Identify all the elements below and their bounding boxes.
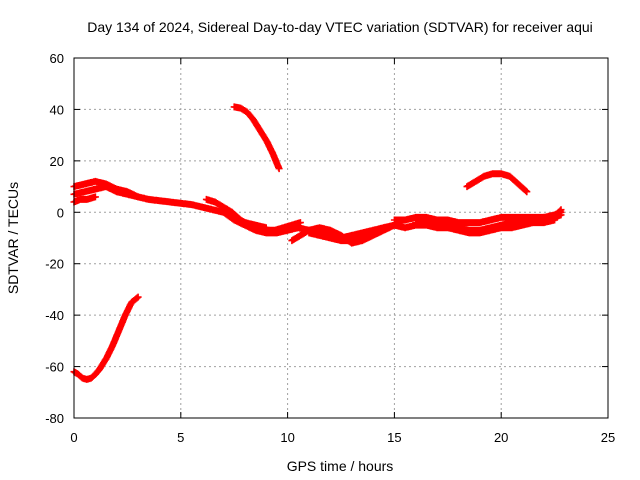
y-tick-label: 40 (50, 102, 64, 117)
series-markers (220, 208, 292, 237)
x-tick-label: 10 (280, 430, 294, 445)
grid-lines (74, 58, 608, 418)
x-tick-label: 15 (387, 430, 401, 445)
y-tick-label: 20 (50, 154, 64, 169)
series-markers (70, 293, 142, 383)
x-axis-ticks: 0 5 10 15 20 25 (70, 58, 615, 445)
series-arc-10 (305, 221, 398, 245)
series-markers (305, 221, 398, 245)
y-axis-ticks: -80 -60 -40 -20 0 20 40 60 (45, 51, 608, 426)
y-tick-label: 60 (50, 51, 64, 66)
series-markers (412, 208, 565, 234)
x-tick-label: 5 (177, 430, 184, 445)
series-arc-7 (220, 208, 292, 237)
series-markers (230, 103, 283, 173)
x-axis-label: GPS time / hours (287, 458, 394, 474)
series-markers (549, 206, 565, 224)
x-tick-label: 0 (70, 430, 77, 445)
series-markers (463, 170, 531, 196)
series-arc-14 (463, 170, 531, 196)
plot-frame (73, 57, 609, 419)
y-tick-label: -40 (45, 308, 64, 323)
y-tick-label: -20 (45, 257, 64, 272)
series-arc-15 (549, 206, 565, 224)
y-tick-label: -80 (45, 411, 64, 426)
chart-title: Day 134 of 2024, Sidereal Day-to-day VTE… (87, 19, 593, 35)
y-axis-label: SDTVAR / TECUs (5, 182, 21, 294)
y-tick-label: -60 (45, 360, 64, 375)
data-points (70, 103, 565, 383)
y-tick-label: 0 (57, 205, 64, 220)
x-tick-label: 25 (601, 430, 615, 445)
x-tick-label: 20 (494, 430, 508, 445)
series-arc-2 (230, 103, 283, 173)
series-arc-13 (412, 208, 565, 234)
series-arc-1 (70, 293, 142, 383)
